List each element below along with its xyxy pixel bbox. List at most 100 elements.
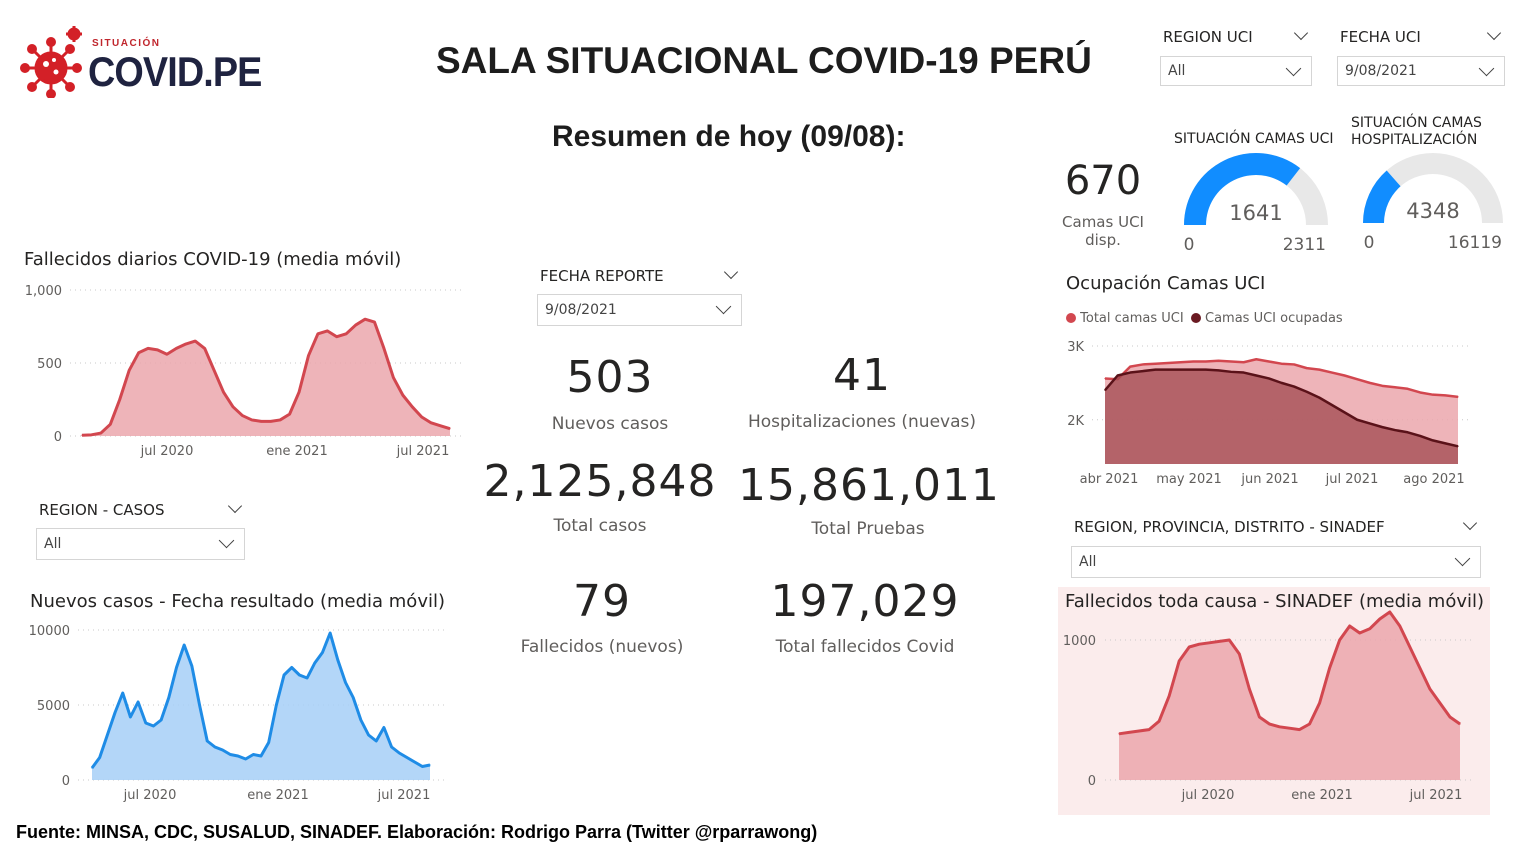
- sinadef-area: [1119, 612, 1460, 780]
- fallecidos-point: [232, 406, 234, 408]
- sinadef-point: [1318, 702, 1321, 704]
- sinadef-point: [1268, 723, 1271, 725]
- fallecidos-point: [81, 434, 83, 436]
- casos-point: [160, 719, 162, 721]
- ocupacion-point: [1268, 360, 1270, 363]
- casos-point: [245, 758, 247, 760]
- legend-total-label: Total camas UCI: [1080, 311, 1184, 326]
- sinadef-point: [1188, 646, 1190, 648]
- gauge-uci-fill: [1184, 153, 1301, 225]
- casos-x-tick-label: ene 2021: [247, 788, 308, 803]
- logo: [20, 24, 240, 100]
- sinadef-point: [1248, 688, 1250, 690]
- casos-point: [99, 756, 101, 759]
- fallecidos-point: [175, 347, 177, 349]
- fallecidos-point: [241, 414, 244, 417]
- ocupacion-point: [1217, 369, 1220, 371]
- casos-point: [122, 692, 124, 694]
- ocupacion-point: [1142, 370, 1144, 372]
- ocupacion-point: [1293, 385, 1295, 388]
- fallecidos-point: [383, 347, 385, 349]
- sinadef-x-tick-label: jul 2020: [1181, 788, 1235, 803]
- fallecidos-point: [373, 321, 376, 323]
- casos-point: [344, 681, 347, 684]
- casos-point: [252, 753, 254, 756]
- fecha-uci-dropdown[interactable]: 9/08/2021: [1337, 56, 1505, 86]
- sinadef-point: [1349, 625, 1351, 627]
- casos-point: [383, 726, 385, 729]
- page-title: SALA SITUACIONAL COVID-19 PERÚ: [436, 40, 1092, 81]
- total-pruebas-label: Total Pruebas: [811, 519, 925, 539]
- gauge-uci-max: 2311: [1283, 235, 1326, 255]
- ocupacion-point: [1356, 419, 1358, 421]
- ocupacion-point: [1394, 429, 1396, 431]
- ocupacion-point: [1243, 371, 1245, 374]
- ocupacion-point: [1343, 411, 1346, 413]
- fallecidos-point: [147, 347, 149, 349]
- gauge-uci-value: 1641: [1229, 201, 1282, 225]
- casos-point: [367, 734, 370, 736]
- fallecidos-chart-title: Fallecidos diarios COVID-19 (media móvil…: [24, 249, 402, 270]
- fallecidos-x-tick-label: jul 2020: [140, 444, 194, 459]
- sinadef-point: [1298, 729, 1301, 731]
- ocupacion-point: [1117, 374, 1119, 377]
- region-sinadef-slicer: REGION, PROVINCIA, DISTRITO - SINADEF Al…: [1071, 515, 1481, 580]
- region-uci-label: REGION UCI: [1163, 28, 1253, 46]
- ocupacion-point: [1331, 404, 1333, 406]
- fallecidos-point: [166, 353, 168, 355]
- fallecidos-point: [402, 394, 404, 396]
- region-uci-dropdown[interactable]: All: [1160, 56, 1312, 86]
- fallecidos-label: Fallecidos (nuevos): [520, 637, 684, 657]
- casos-point: [237, 755, 239, 757]
- fecha-reporte-dropdown[interactable]: 9/08/2021: [537, 294, 742, 326]
- total-fallecidos-label: Total fallecidos Covid: [775, 637, 955, 657]
- casos-point: [414, 761, 416, 763]
- ocupacion-point: [1180, 361, 1182, 363]
- region-casos-dropdown[interactable]: All: [36, 528, 245, 560]
- fallecidos-point: [251, 419, 253, 421]
- total-pruebas-value: 15,861,011: [738, 460, 1000, 511]
- ocupacion-point: [1406, 388, 1409, 390]
- ocupacion-point: [1394, 386, 1396, 388]
- ocupacion-x-tick-label: abr 2021: [1080, 472, 1139, 487]
- gauge-hosp-track: [1363, 152, 1503, 223]
- total-casos-value: 2,125,848: [483, 456, 717, 507]
- ocupacion-point: [1104, 389, 1106, 391]
- fallecidos-point: [345, 333, 347, 335]
- region-sinadef-dropdown[interactable]: All: [1071, 546, 1481, 578]
- gauge-hosp: 4348 0 16119: [1363, 152, 1503, 253]
- casos-point: [152, 725, 155, 727]
- ocupacion-point: [1205, 369, 1207, 371]
- ocupacion-legend: Total camas UCI Camas UCI ocupadas: [1066, 311, 1343, 326]
- sinadef-point: [1419, 667, 1421, 669]
- casos-point: [291, 666, 293, 669]
- fallecidos-point: [100, 432, 102, 434]
- ocupacion-point: [1154, 369, 1157, 371]
- fallecidos-point: [270, 420, 272, 422]
- ocupacion-point: [1369, 422, 1371, 425]
- footer-source: Fuente: MINSA, CDC, SUSALUD, SINADEF. El…: [16, 822, 818, 842]
- nuevos-casos-label: Nuevos casos: [551, 414, 669, 434]
- casos-point: [198, 704, 201, 706]
- total-fallecidos-value: 197,029: [770, 576, 960, 627]
- sinadef-point: [1258, 716, 1261, 718]
- fallecidos-point: [204, 347, 206, 349]
- casos-point: [321, 651, 324, 654]
- fallecidos-point: [156, 349, 159, 351]
- ocupacion-point: [1406, 431, 1409, 433]
- ocupacion-point: [1457, 445, 1459, 447]
- casos-point: [191, 665, 193, 667]
- casos-point: [329, 632, 331, 634]
- sinadef-point: [1429, 688, 1431, 690]
- ocupacion-point: [1419, 435, 1421, 437]
- fallecidos-area: [82, 319, 450, 436]
- casos-area: [92, 633, 430, 780]
- sinadef-point: [1439, 702, 1441, 704]
- fallecidos-point: [439, 425, 442, 427]
- casos-y-tick-label: 0: [62, 774, 70, 789]
- fallecidos-point: [307, 355, 310, 357]
- ocupacion-point: [1432, 394, 1434, 396]
- ocupacion-point: [1331, 371, 1333, 374]
- sinadef-x-tick-label: ene 2021: [1291, 788, 1352, 803]
- fallecidos-point: [288, 413, 291, 415]
